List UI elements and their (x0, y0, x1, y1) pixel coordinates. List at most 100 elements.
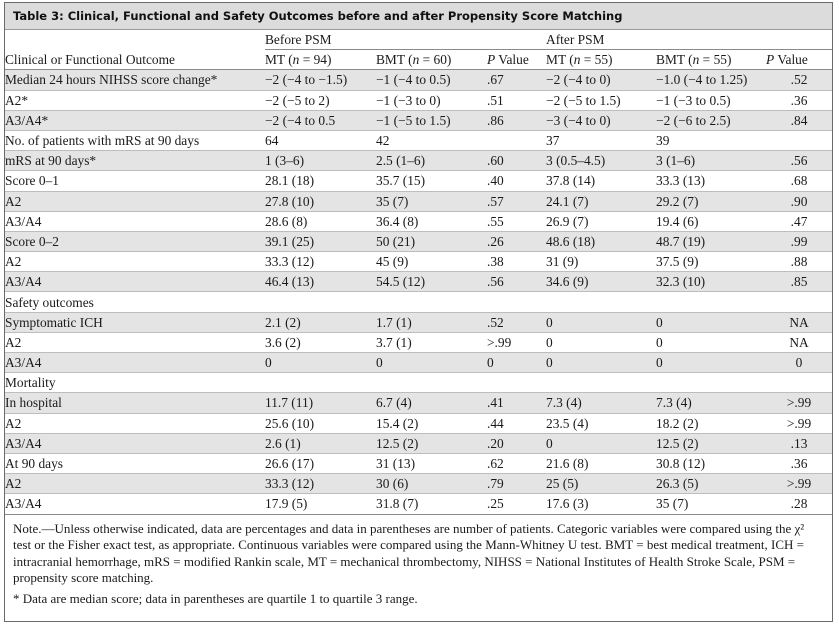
table-row: Symptomatic ICH 2.1 (2) 1.7 (1) .52 0 0 NA (5, 312, 833, 333)
cell-mt-b: 0 (265, 352, 376, 374)
cell-mt-a: 24.1 (7) (546, 191, 657, 212)
table-row: mRS at 90 days* 1 (3–6) 2.5 (1–6) .60 3 (0.5… (5, 150, 833, 172)
cell-mt-b: 33.3 (12) (265, 251, 376, 273)
table-row: In hospital 11.7 (11) 6.7 (4) .41 7.3 (4) 7.3… (5, 392, 833, 414)
cell-mt-a: −3 (−4 to 0) (546, 110, 657, 131)
cell-mt-a: 34.6 (9) (546, 271, 657, 293)
row-label: A2 (5, 251, 265, 273)
row-label: Score 0–2 (5, 231, 265, 253)
table-row: Median 24 hours NIHSS score change* −2 (−… (5, 69, 833, 91)
cell-mt-a: 0 (546, 352, 657, 374)
cell-p-a: .84 (766, 110, 833, 131)
row-label: No. of patients with mRS at 90 days (5, 130, 265, 152)
cell-p-b: .56 (487, 271, 547, 293)
cell-p-b: .26 (487, 231, 547, 253)
cell-bmt-b: 35.7 (15) (376, 170, 487, 192)
row-label: Mortality (5, 372, 265, 394)
cell-mt-a: 21.6 (8) (546, 453, 657, 475)
cell-p-b: .38 (487, 251, 547, 273)
cell-bmt-a: 48.7 (19) (656, 231, 767, 253)
cell-bmt-b: 54.5 (12) (376, 271, 487, 293)
cell-bmt-b: −1 (−4 to 0.5) (376, 69, 487, 91)
cell-p-b: .25 (487, 493, 547, 515)
cell-bmt-b: 0 (376, 352, 487, 374)
col-header-bmt-before: BMT (n = 60) (376, 49, 487, 71)
row-label: A2 (5, 191, 265, 212)
cell-mt-a: 37 (546, 130, 657, 152)
row-label: A3/A4 (5, 433, 265, 454)
cell-mt-a: −2 (−4 to 0) (546, 69, 657, 91)
cell-mt-b (265, 291, 376, 313)
cell-mt-b: −2 (−5 to 2) (265, 90, 376, 111)
cell-bmt-a: −1 (−3 to 0.5) (656, 90, 767, 111)
cell-p-b: .51 (487, 90, 547, 111)
cell-p-b: >.99 (487, 332, 547, 354)
cell-bmt-a: −1.0 (−4 to 1.25) (656, 69, 767, 91)
cell-p-a: >.99 (766, 392, 833, 414)
column-header-row: Clinical or Functional Outcome MT (n = 9… (5, 49, 833, 71)
cell-bmt-a: 30.8 (12) (656, 453, 767, 475)
cell-mt-b: 46.4 (13) (265, 271, 376, 293)
row-label: In hospital (5, 392, 265, 414)
table-row: No. of patients with mRS at 90 days 64 42 3… (5, 130, 833, 152)
cell-bmt-a: 3 (1–6) (656, 150, 767, 172)
cell-bmt-a: 0 (656, 332, 767, 354)
row-label: Symptomatic ICH (5, 312, 265, 333)
cell-mt-a: 23.5 (4) (546, 413, 657, 434)
cell-mt-a: 7.3 (4) (546, 392, 657, 414)
cell-bmt-a: 0 (656, 312, 767, 333)
cell-bmt-a: 33.3 (13) (656, 170, 767, 192)
cell-bmt-b: 36.4 (8) (376, 211, 487, 232)
cell-mt-a: 31 (9) (546, 251, 657, 273)
row-label: Score 0–1 (5, 170, 265, 192)
table-row: A3/A4 0 0 0 0 0 0 (5, 352, 833, 374)
cell-p-a (766, 130, 833, 152)
cell-bmt-a: 29.2 (7) (656, 191, 767, 212)
cell-mt-b: 11.7 (11) (265, 392, 376, 414)
table-row: Score 0–1 28.1 (18) 35.7 (15) .40 37.8 (14) 3… (5, 170, 833, 192)
group-header-row: Before PSM After PSM (5, 30, 833, 51)
cell-bmt-b: 31 (13) (376, 453, 487, 475)
cell-p-b: .20 (487, 433, 547, 454)
cell-bmt-b: −1 (−3 to 0) (376, 90, 487, 111)
cell-p-a: .85 (766, 271, 833, 293)
cell-bmt-b: 50 (21) (376, 231, 487, 253)
cell-mt-a: 0 (546, 312, 657, 333)
cell-p-a (766, 372, 833, 394)
table-notes: Note.—Unless otherwise indicated, data a… (5, 515, 832, 608)
cell-bmt-b: 35 (7) (376, 191, 487, 212)
cell-bmt-a: 39 (656, 130, 767, 152)
table-row: A2 33.3 (12) 45 (9) .38 31 (9) 37.5 (9) .88 (5, 251, 833, 273)
cell-mt-a: 0 (546, 332, 657, 354)
cell-p-b: .41 (487, 392, 547, 414)
cell-p-a: .88 (766, 251, 833, 273)
cell-mt-a: 17.6 (3) (546, 493, 657, 515)
cell-mt-b: 27.8 (10) (265, 191, 376, 212)
cell-bmt-a: 7.3 (4) (656, 392, 767, 414)
cell-p-b (487, 291, 547, 313)
cell-bmt-b: 1.7 (1) (376, 312, 487, 333)
table-row: A3/A4 2.6 (1) 12.5 (2) .20 0 12.5 (2) .13 (5, 433, 833, 454)
cell-bmt-a: 37.5 (9) (656, 251, 767, 273)
row-label: A3/A4 (5, 493, 265, 515)
cell-p-b: .79 (487, 473, 547, 495)
cell-bmt-a: 19.4 (6) (656, 211, 767, 232)
cell-bmt-b: 15.4 (2) (376, 413, 487, 434)
table-row: A2 25.6 (10) 15.4 (2) .44 23.5 (4) 18.2 (2) >.… (5, 413, 833, 434)
cell-bmt-b: −1 (−5 to 1.5) (376, 110, 487, 131)
row-label: A3/A4 (5, 352, 265, 374)
cell-p-b: .67 (487, 69, 547, 91)
row-label: A3/A4 (5, 271, 265, 293)
cell-mt-a: −2 (−5 to 1.5) (546, 90, 657, 111)
row-label: Safety outcomes (5, 291, 265, 313)
row-label: At 90 days (5, 453, 265, 475)
table-frame: Table 3: Clinical, Functional and Safety… (4, 2, 833, 622)
cell-p-a: NA (766, 312, 833, 333)
cell-bmt-b: 30 (6) (376, 473, 487, 495)
table-row: Score 0–2 39.1 (25) 50 (21) .26 48.6 (18) 48.… (5, 231, 833, 253)
cell-bmt-a: 32.3 (10) (656, 271, 767, 293)
col-header-mt-after: MT (n = 55) (546, 49, 657, 71)
row-label: mRS at 90 days* (5, 150, 265, 172)
table-row: A2 33.3 (12) 30 (6) .79 25 (5) 26.3 (5) >.99 (5, 473, 833, 495)
cell-mt-a: 0 (546, 433, 657, 454)
